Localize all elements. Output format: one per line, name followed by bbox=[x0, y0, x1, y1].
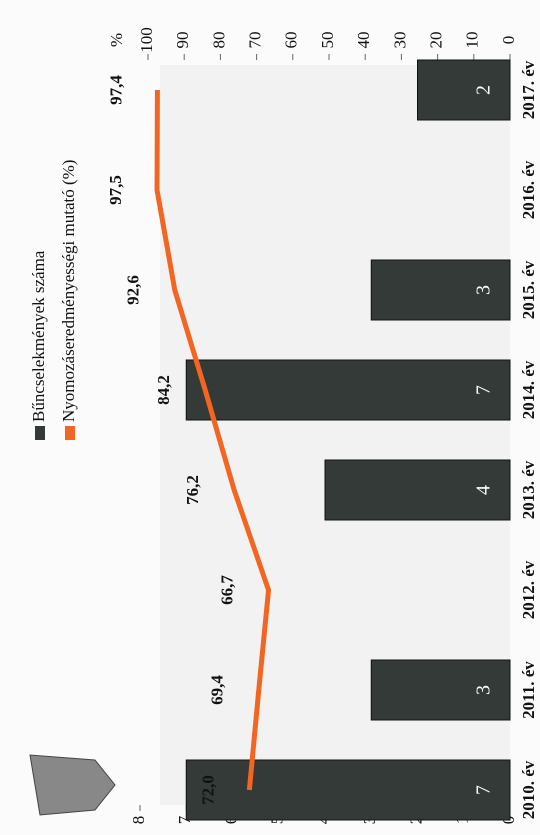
y-tick-label: 7 bbox=[175, 815, 194, 824]
bar bbox=[185, 759, 511, 821]
bar bbox=[370, 659, 511, 721]
y2-tick-label: 50 bbox=[318, 32, 337, 49]
line-label: 76,2 bbox=[183, 475, 202, 505]
bar-label: 7 bbox=[473, 785, 495, 795]
x-tick-label: 2016. év bbox=[519, 160, 538, 219]
bar bbox=[185, 359, 511, 421]
bar-label: 4 bbox=[473, 485, 495, 495]
x-tick-label: 2013. év bbox=[519, 460, 538, 519]
line-label: 92,6 bbox=[124, 275, 143, 305]
legend-label: Nyomozáseredményességi mutató (%) bbox=[59, 160, 78, 422]
y2-axis-label: % bbox=[107, 33, 126, 47]
line-label: 84,2 bbox=[154, 375, 173, 405]
x-tick-label: 2015. év bbox=[519, 260, 538, 319]
line-label: 72,0 bbox=[198, 775, 217, 805]
x-tick-label: 2017. év bbox=[519, 60, 538, 119]
x-tick-label: 2012. év bbox=[519, 560, 538, 619]
x-tick-label: 2014. év bbox=[519, 360, 538, 419]
bar-label: 3 bbox=[473, 285, 495, 295]
y2-tick-label: 40 bbox=[354, 32, 373, 49]
line bbox=[154, 89, 272, 791]
y2-tick-label: 100 bbox=[137, 27, 156, 53]
line-label: 97,4 bbox=[106, 75, 125, 105]
x-tick-label: 2011. év bbox=[519, 661, 538, 719]
y-tick-label: 8 bbox=[129, 816, 148, 825]
bar bbox=[324, 459, 511, 521]
y2-tick-label: 30 bbox=[390, 32, 409, 49]
bar-label: 7 bbox=[473, 385, 495, 395]
line-label: 69,4 bbox=[208, 675, 227, 705]
bar-label: 3 bbox=[473, 685, 495, 695]
y2-tick-label: 10 bbox=[463, 32, 482, 49]
line-label: 66,7 bbox=[217, 575, 236, 605]
rotated-chart: 0123456780102030405060708090100%2010. év… bbox=[29, 27, 538, 824]
bar bbox=[417, 59, 511, 121]
x-tick-label: 2010. év bbox=[519, 760, 538, 819]
legend-swatch bbox=[35, 426, 45, 440]
police-logo bbox=[29, 754, 116, 816]
y2-tick-label: 70 bbox=[246, 32, 265, 49]
bar-label: 2 bbox=[473, 85, 495, 95]
y2-tick-label: 90 bbox=[173, 32, 192, 49]
y2-tick-label: 60 bbox=[282, 32, 301, 49]
y2-tick-label: 20 bbox=[427, 32, 446, 49]
legend-swatch bbox=[65, 426, 75, 440]
backdrop bbox=[160, 65, 510, 805]
bar bbox=[370, 259, 511, 321]
line-label: 97,5 bbox=[106, 175, 125, 205]
legend-label: Bűncselekmények száma bbox=[29, 250, 48, 422]
y2-tick-label: 80 bbox=[209, 32, 228, 49]
y2-tick-label: 0 bbox=[499, 36, 518, 45]
